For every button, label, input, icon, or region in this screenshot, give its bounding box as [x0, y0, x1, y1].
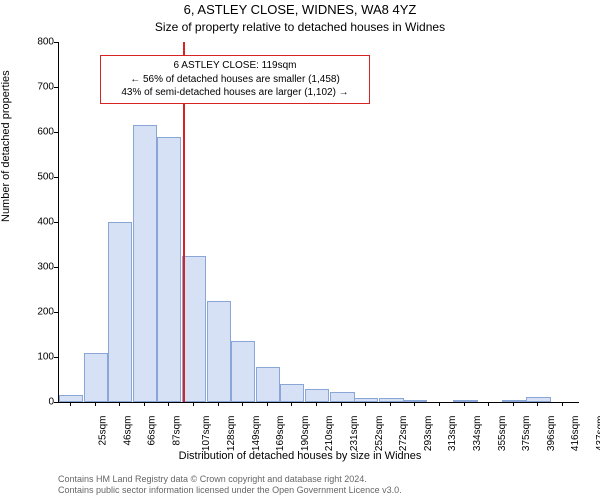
credits-line-2: Contains public sector information licen… [58, 485, 590, 496]
highlight-annotation: 6 ASTLEY CLOSE: 119sqm ← 56% of detached… [100, 55, 370, 104]
y-tick-label: 500 [37, 172, 54, 183]
x-tick-mark [365, 402, 366, 406]
histogram-bar [207, 301, 232, 402]
y-tick-label: 600 [37, 127, 54, 138]
x-tick-mark [168, 402, 169, 406]
x-tick-mark [341, 402, 342, 406]
x-tick-label: 293sqm [423, 416, 434, 452]
x-tick-label: 25sqm [97, 416, 108, 446]
x-tick-mark [316, 402, 317, 406]
histogram-bar [526, 397, 551, 402]
x-tick-mark [390, 402, 391, 406]
credits-text: Contains HM Land Registry data © Crown c… [58, 474, 590, 497]
histogram-bar [59, 395, 84, 402]
x-tick-mark [513, 402, 514, 406]
figure: 6, ASTLEY CLOSE, WIDNES, WA8 4YZ Size of… [0, 0, 600, 500]
histogram-bar [108, 222, 133, 402]
x-tick-mark [144, 402, 145, 406]
x-tick-label: 66sqm [146, 416, 157, 446]
figure-suptitle: 6, ASTLEY CLOSE, WIDNES, WA8 4YZ [0, 2, 600, 17]
x-tick-mark [414, 402, 415, 406]
histogram-bar [330, 392, 355, 402]
x-tick-mark [242, 402, 243, 406]
x-tick-mark [439, 402, 440, 406]
histogram-bar [379, 398, 404, 402]
figure-title: Size of property relative to detached ho… [0, 20, 600, 34]
y-tick-label: 800 [37, 37, 54, 48]
y-axis-label: Number of detached properties [0, 70, 12, 222]
y-tick-mark [54, 177, 58, 178]
histogram-bar [231, 341, 256, 402]
y-tick-mark [54, 42, 58, 43]
histogram-bar [354, 398, 379, 403]
x-tick-label: 252sqm [374, 416, 385, 452]
x-tick-label: 334sqm [472, 416, 483, 452]
x-tick-label: 128sqm [226, 416, 237, 452]
x-tick-label: 313sqm [447, 416, 458, 452]
x-tick-mark [537, 402, 538, 406]
x-tick-label: 210sqm [324, 416, 335, 452]
histogram-bar [157, 137, 182, 403]
x-tick-label: 46sqm [123, 416, 134, 446]
x-tick-mark [488, 402, 489, 406]
x-tick-mark [464, 402, 465, 406]
y-tick-label: 100 [37, 352, 54, 363]
histogram-bar [305, 389, 330, 402]
histogram-bar [84, 353, 109, 403]
histogram-bar [502, 400, 527, 402]
x-tick-label: 190sqm [300, 416, 311, 452]
x-tick-label: 437sqm [596, 416, 600, 452]
x-tick-mark [119, 402, 120, 406]
y-tick-mark [54, 357, 58, 358]
x-tick-label: 272sqm [398, 416, 409, 452]
x-tick-label: 231sqm [349, 416, 360, 452]
y-tick-label: 400 [37, 217, 54, 228]
x-tick-label: 355sqm [498, 416, 509, 452]
histogram-bar [256, 367, 281, 402]
y-tick-mark [54, 402, 58, 403]
x-tick-label: 149sqm [251, 416, 262, 452]
x-tick-mark [267, 402, 268, 406]
histogram-bar [403, 400, 428, 402]
x-tick-mark [70, 402, 71, 406]
x-tick-mark [95, 402, 96, 406]
x-tick-mark [218, 402, 219, 406]
annotation-line-1: 6 ASTLEY CLOSE: 119sqm [107, 59, 363, 73]
x-tick-label: 107sqm [201, 416, 212, 452]
x-tick-mark [193, 402, 194, 406]
histogram-bar [453, 400, 478, 402]
histogram-bar [133, 125, 158, 402]
x-tick-label: 169sqm [275, 416, 286, 452]
x-tick-mark [291, 402, 292, 406]
x-tick-label: 375sqm [521, 416, 532, 452]
y-tick-mark [54, 87, 58, 88]
histogram-bar [280, 384, 305, 402]
annotation-line-2: ← 56% of detached houses are smaller (1,… [107, 73, 363, 87]
x-tick-label: 87sqm [172, 416, 183, 446]
x-tick-label: 416sqm [570, 416, 581, 452]
y-tick-mark [54, 312, 58, 313]
y-tick-mark [54, 222, 58, 223]
credits-line-1: Contains HM Land Registry data © Crown c… [58, 474, 590, 485]
y-tick-label: 300 [37, 262, 54, 273]
annotation-line-3: 43% of semi-detached houses are larger (… [107, 86, 363, 100]
x-axis-label: Distribution of detached houses by size … [0, 450, 600, 462]
y-tick-label: 700 [37, 82, 54, 93]
y-tick-label: 200 [37, 307, 54, 318]
x-tick-label: 396sqm [547, 416, 558, 452]
y-tick-mark [54, 267, 58, 268]
histogram-bar [182, 256, 207, 402]
y-tick-mark [54, 132, 58, 133]
x-tick-mark [562, 402, 563, 406]
